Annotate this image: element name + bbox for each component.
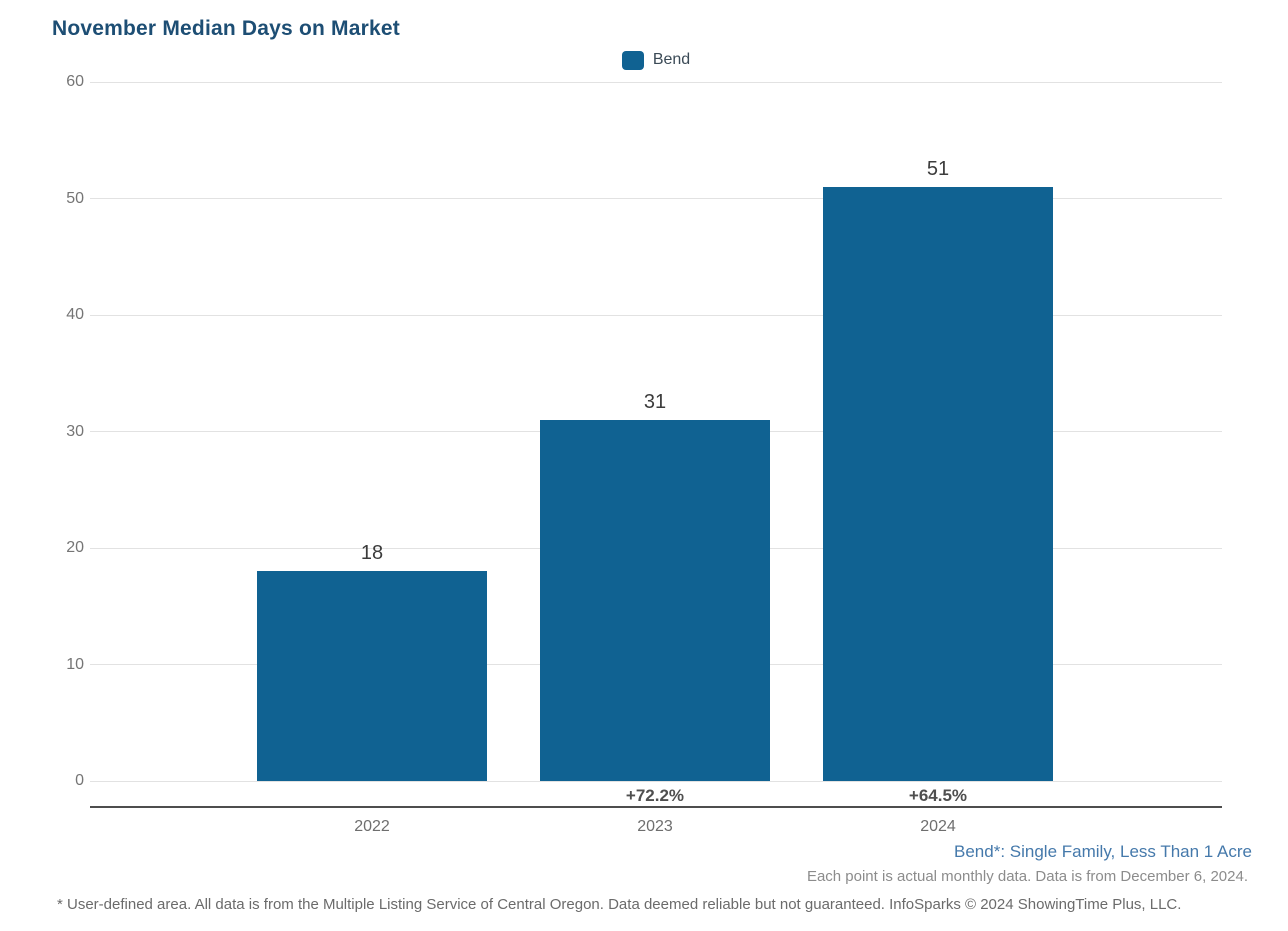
disclaimer-footer: * User-defined area. All data is from th…	[57, 896, 1182, 913]
bar-value-label-2023: 31	[643, 390, 667, 413]
legend-swatch-bend[interactable]	[621, 50, 644, 70]
y-tick-label-60: 60	[66, 73, 84, 90]
legend-label-bend[interactable]: Bend	[652, 51, 691, 68]
pct-change-label-2023: +72.2%	[625, 786, 685, 805]
gridline-y-40	[90, 314, 1222, 316]
legend: Bend	[90, 48, 1222, 72]
bar-value-label-2024: 51	[926, 157, 950, 180]
chart-title: November Median Days on Market	[52, 17, 400, 40]
plot-area	[90, 81, 1222, 782]
bar-2022[interactable]	[257, 571, 487, 781]
bar-2023[interactable]	[540, 419, 770, 781]
y-tick-label-0: 0	[75, 772, 84, 789]
x-axis-label-2023: 2023	[637, 818, 673, 835]
gridline-y-0	[90, 780, 1222, 782]
y-tick-label-50: 50	[66, 189, 84, 207]
bar-2024[interactable]	[823, 186, 1053, 781]
x-axis-label-2022: 2022	[354, 818, 390, 835]
pct-change-label-2024: +64.5%	[908, 786, 968, 805]
data-date-note: Each point is actual monthly data. Data …	[806, 868, 1248, 885]
gridline-y-60	[90, 81, 1222, 83]
x-axis-label-2024: 2024	[920, 818, 956, 835]
x-axis-line	[90, 806, 1222, 808]
gridline-y-50	[90, 198, 1222, 199]
bar-value-label-2022: 18	[360, 542, 384, 565]
series-definition-note: Bend*: Single Family, Less Than 1 Acre	[954, 842, 1252, 861]
y-tick-label-10: 10	[66, 655, 84, 673]
y-tick-label-20: 20	[66, 539, 84, 556]
y-tick-label-40: 40	[66, 306, 84, 323]
y-tick-label-30: 30	[66, 422, 84, 440]
